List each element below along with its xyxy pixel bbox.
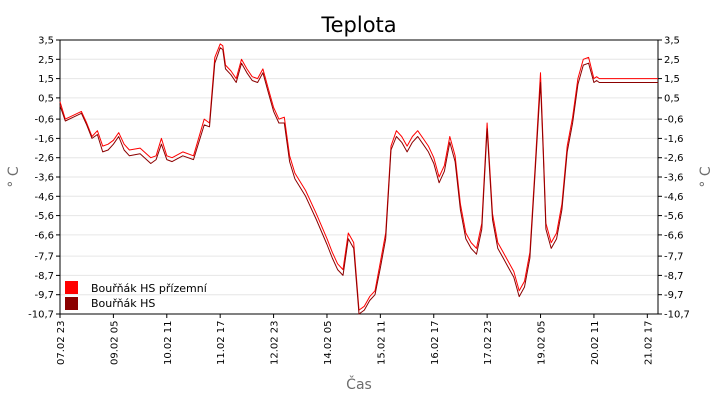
- x-tick-label: 16.02 17: [430, 320, 441, 365]
- x-tick-label: 11.02 17: [216, 320, 227, 365]
- y-axis-title-right: ° C: [698, 166, 714, 187]
- y-tick-label-left: 3,5: [38, 36, 54, 47]
- legend-label-station: Bouřňák HS: [91, 297, 155, 310]
- series-lines: [59, 43, 658, 315]
- y-tick-label-left: 1,5: [38, 74, 54, 85]
- y-tick-label-right: 0,5: [664, 93, 680, 104]
- x-tick-label: 09.02 05: [109, 320, 120, 365]
- y-tick-label-left: -6,6: [34, 230, 54, 241]
- x-axis: 07.02 23 09.02 05 10.02 11 11.02 17 12.02 23…: [56, 314, 654, 365]
- x-tick-label: 14.02 05: [323, 320, 334, 365]
- y-tick-label-left: 0,5: [38, 93, 54, 104]
- legend-swatch-ground: [65, 281, 78, 294]
- x-tick-label: 12.02 23: [270, 320, 281, 365]
- y-tick-label-left: 2,5: [38, 55, 54, 66]
- y-tick-label-right: -1,6: [664, 134, 684, 145]
- y-tick-label-right: -8,7: [664, 271, 684, 282]
- y-tick-label-left: -0,6: [34, 115, 54, 126]
- y-tick-label-right: -4,6: [664, 192, 684, 203]
- y-tick-label-right: -9,7: [664, 290, 684, 301]
- y-tick-label-right: -3,6: [664, 173, 684, 184]
- y-axis-title-left: ° C: [6, 166, 22, 187]
- legend-swatch-station: [65, 297, 78, 310]
- y-tick-label-right: 1,5: [664, 74, 680, 85]
- y-tick-label-left: -1,6: [34, 134, 54, 145]
- y-tick-label-right: -7,7: [664, 252, 684, 263]
- y-tick-label-right: -6,6: [664, 230, 684, 241]
- x-tick-label: 07.02 23: [56, 320, 67, 365]
- legend-label-ground: Bouřňák HS přízemní: [91, 282, 208, 295]
- y-tick-label-right: -2,6: [664, 153, 684, 164]
- y-tick-label-left: -3,6: [34, 173, 54, 184]
- x-tick-label: 15.02 11: [376, 320, 387, 365]
- y-tick-label-left: -7,7: [34, 252, 54, 263]
- chart-title: Teplota: [320, 13, 396, 37]
- series-line-1: [59, 47, 658, 315]
- y-tick-label-left: -10,7: [28, 310, 54, 321]
- y-tick-label-right: 2,5: [664, 55, 680, 66]
- y-tick-label-right: 3,5: [664, 36, 680, 47]
- grid: [60, 39, 658, 315]
- x-tick-label: 19.02 05: [537, 320, 548, 365]
- y-tick-label-left: -8,7: [34, 271, 54, 282]
- legend: Bouřňák HS přízemní Bouřňák HS: [65, 281, 208, 310]
- y-tick-label-right: -0,6: [664, 115, 684, 126]
- x-axis-title: Čas: [346, 375, 372, 393]
- y-tick-label-left: -2,6: [34, 153, 54, 164]
- y-tick-label-right: -10,7: [664, 310, 690, 321]
- y-tick-label-left: -5,6: [34, 211, 54, 222]
- y-axis-left: 3,5 2,5 1,5 0,5 -0,6 -1,6 -2,6 -3,6 -4,6 -5,6 -6,6…: [28, 36, 60, 321]
- y-tick-label-left: -9,7: [34, 290, 54, 301]
- x-tick-label: 21.02 17: [643, 320, 654, 365]
- x-tick-label: 20.02 11: [590, 320, 601, 365]
- y-axis-right: 3,5 2,5 1,5 0,5 -0,6 -1,6 -2,6 -3,6 -4,6 -5,6 -6,6…: [658, 36, 690, 321]
- y-tick-label-right: -5,6: [664, 211, 684, 222]
- y-tick-label-left: -4,6: [34, 192, 54, 203]
- x-tick-label: 10.02 11: [163, 320, 174, 365]
- x-tick-label: 17.02 23: [483, 320, 494, 365]
